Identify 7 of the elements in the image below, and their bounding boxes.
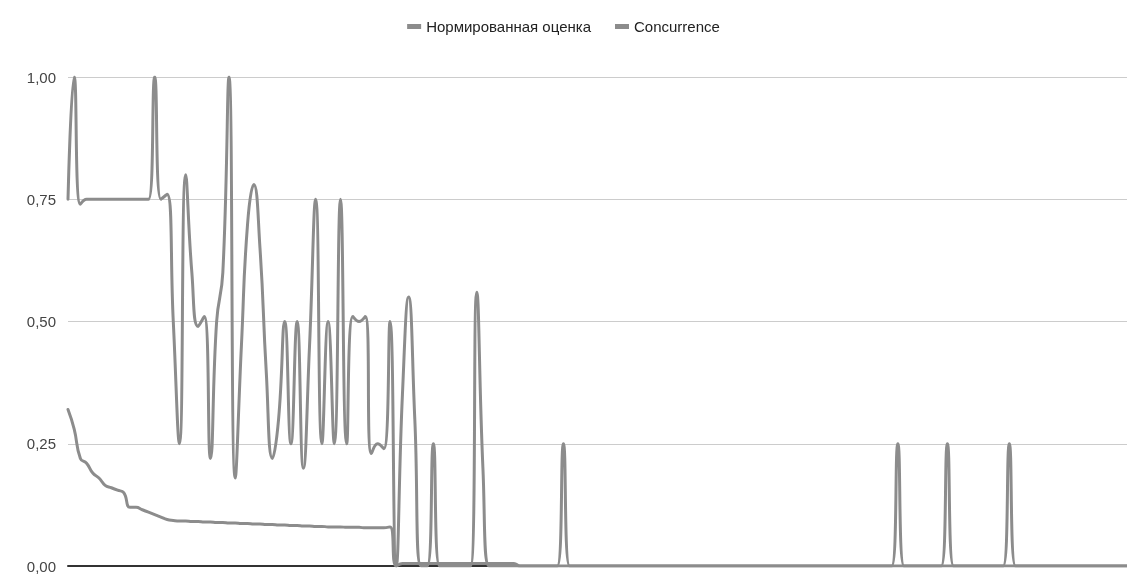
y-tick-label: 0,00 (26, 557, 56, 575)
y-tick-label: 0,50 (26, 313, 56, 330)
y-tick-label: 0,25 (26, 435, 56, 453)
y-tick-label: 0,75 (26, 190, 56, 208)
legend-label: Нормированная оценка (426, 18, 592, 35)
legend-label: Concurrence (633, 18, 720, 35)
y-tick-label: 1,00 (26, 68, 56, 86)
